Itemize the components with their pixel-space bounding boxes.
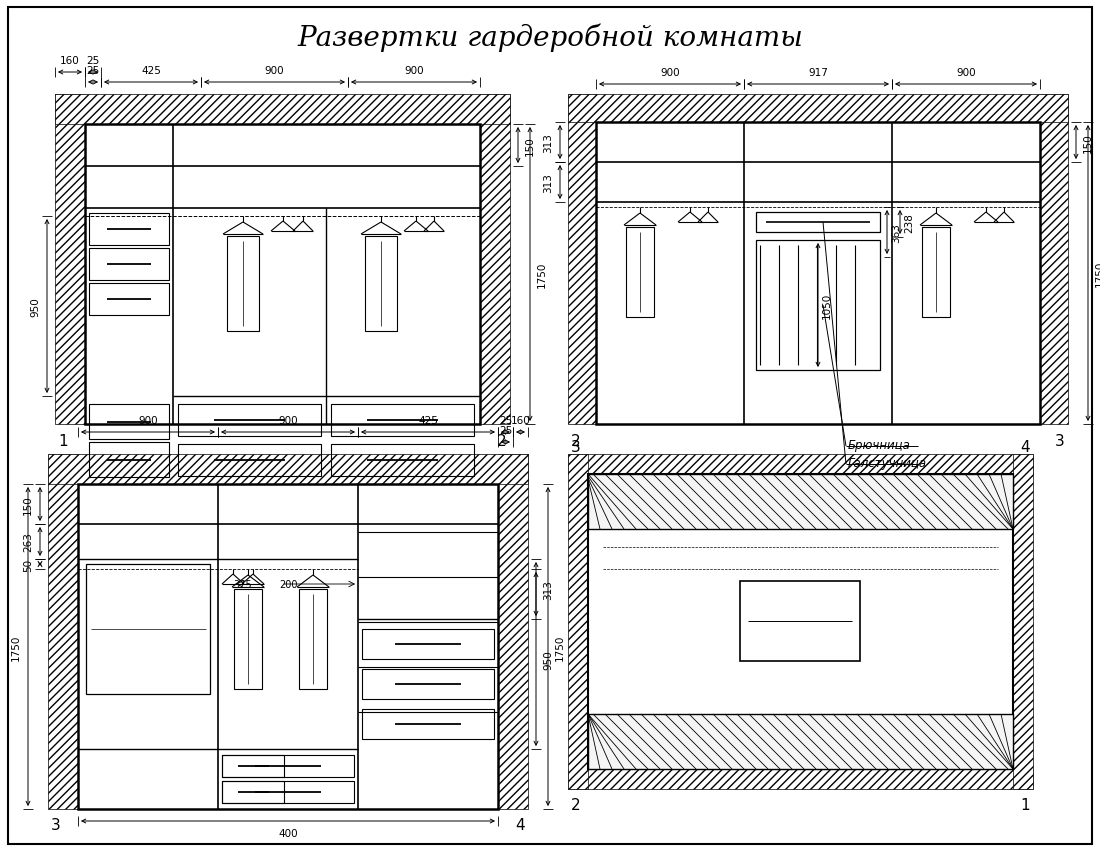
Text: 313: 313 — [543, 579, 553, 599]
Text: 917: 917 — [808, 68, 828, 78]
Bar — [922, 227, 950, 318]
Text: 950: 950 — [543, 649, 553, 669]
Text: 425: 425 — [141, 66, 161, 76]
Text: 1750: 1750 — [537, 262, 547, 288]
Bar — [568, 95, 1068, 123]
Bar — [588, 475, 1013, 529]
Text: 3: 3 — [51, 818, 60, 832]
Bar — [86, 564, 210, 694]
Text: 4: 4 — [1020, 439, 1030, 454]
Text: 160: 160 — [510, 416, 530, 425]
Text: Развертки гардеробной комнаты: Развертки гардеробной комнаты — [297, 24, 803, 52]
Text: 1750: 1750 — [556, 634, 565, 660]
Text: 160: 160 — [60, 56, 80, 66]
Bar — [568, 454, 1033, 475]
Text: 25: 25 — [87, 66, 100, 76]
Text: 1050: 1050 — [822, 292, 832, 319]
Bar — [178, 405, 321, 436]
Bar — [331, 405, 474, 436]
Text: 950: 950 — [30, 296, 40, 316]
Text: 1750: 1750 — [1094, 261, 1100, 287]
Bar — [222, 781, 354, 803]
Text: 900: 900 — [404, 66, 424, 76]
Bar — [234, 590, 262, 689]
Text: 2: 2 — [497, 433, 507, 448]
Text: 3: 3 — [571, 439, 581, 454]
Text: 900: 900 — [278, 416, 298, 425]
Bar — [362, 709, 494, 740]
Text: 900: 900 — [139, 416, 157, 425]
Text: 900: 900 — [956, 68, 976, 78]
Text: 200: 200 — [278, 579, 297, 590]
Bar — [48, 454, 528, 485]
Text: 4: 4 — [515, 818, 525, 832]
Text: 25: 25 — [499, 425, 513, 435]
Bar — [568, 454, 588, 789]
Bar — [740, 581, 860, 661]
Bar — [85, 125, 480, 424]
Bar — [568, 95, 596, 424]
Text: 400: 400 — [278, 828, 298, 838]
Bar — [626, 227, 654, 318]
Text: 263: 263 — [23, 532, 33, 552]
Text: 900: 900 — [660, 68, 680, 78]
Bar — [596, 123, 1040, 424]
Bar — [89, 405, 169, 440]
Text: 238: 238 — [904, 213, 914, 233]
Text: 313: 313 — [543, 173, 553, 193]
Text: 363: 363 — [891, 223, 901, 243]
Text: 25: 25 — [87, 56, 100, 66]
Text: 375: 375 — [233, 579, 252, 590]
Bar — [78, 485, 498, 809]
Text: 25: 25 — [499, 416, 513, 425]
Text: Брючница: Брючница — [848, 438, 911, 451]
Bar — [55, 95, 85, 424]
Text: 3: 3 — [1055, 433, 1065, 448]
Text: 2: 2 — [571, 797, 581, 813]
Bar — [222, 755, 354, 777]
Text: 150: 150 — [525, 136, 535, 156]
Bar — [756, 241, 880, 371]
Bar — [89, 442, 169, 477]
Bar — [756, 213, 880, 233]
Bar — [362, 630, 494, 659]
Bar — [222, 755, 284, 777]
Text: Галстучница: Галстучница — [848, 456, 927, 469]
Bar — [568, 769, 1033, 789]
Text: 150: 150 — [23, 494, 33, 515]
Text: 1: 1 — [1020, 797, 1030, 813]
Bar — [89, 249, 169, 280]
Bar — [362, 669, 494, 699]
Bar — [480, 95, 510, 424]
Bar — [48, 454, 78, 809]
Bar — [299, 590, 327, 689]
Text: 150: 150 — [1084, 133, 1093, 153]
Bar — [89, 284, 169, 315]
Text: 1750: 1750 — [11, 634, 21, 660]
Text: 900: 900 — [265, 66, 284, 76]
Bar — [89, 214, 169, 245]
Bar — [55, 95, 510, 125]
Text: 425: 425 — [418, 416, 438, 425]
Text: 2: 2 — [571, 433, 581, 448]
Bar — [588, 475, 1013, 769]
Bar — [498, 454, 528, 809]
Bar — [1013, 454, 1033, 789]
Bar — [588, 714, 1013, 769]
Bar — [1040, 95, 1068, 424]
Bar — [227, 237, 258, 331]
Text: 50: 50 — [23, 558, 33, 571]
Bar — [222, 781, 284, 803]
Bar — [331, 445, 474, 476]
Bar — [178, 445, 321, 476]
Text: 1: 1 — [58, 433, 68, 448]
Bar — [365, 237, 397, 331]
Text: 313: 313 — [543, 133, 553, 153]
